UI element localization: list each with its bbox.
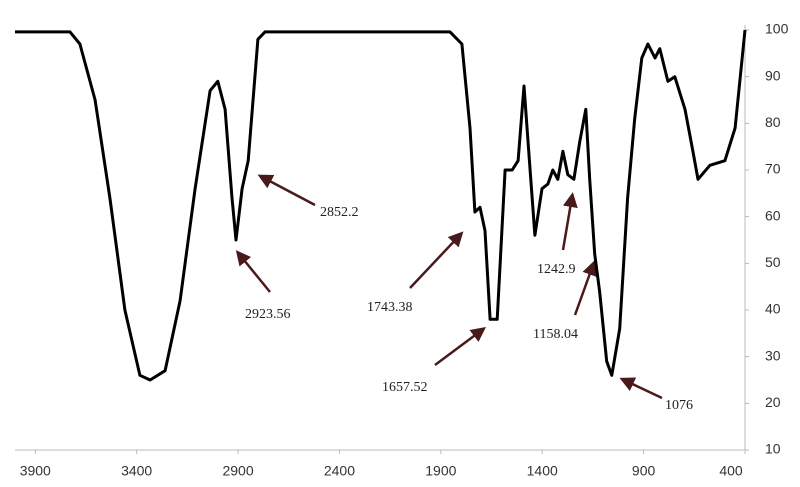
y-tick-label: 60 (765, 207, 781, 223)
arrow (434, 327, 487, 367)
arrow (409, 231, 464, 289)
x-tick-label: 400 (719, 463, 743, 479)
y-tick-label: 90 (765, 67, 781, 83)
spectrum-line (15, 29, 747, 382)
annotation: 2852.2 (320, 205, 359, 220)
arrow (619, 377, 663, 400)
y-tick-label: 70 (765, 161, 781, 177)
annotation: 1657.52 (382, 380, 428, 395)
x-tick-label: 2400 (324, 463, 355, 479)
x-tick-label: 1900 (425, 463, 456, 479)
annotation: 1242.9 (537, 262, 576, 277)
x-tick-label: 900 (632, 463, 656, 479)
y-tick-label: 20 (765, 394, 781, 410)
annotation: 2923.56 (245, 307, 291, 322)
annotation: 1076 (665, 398, 693, 413)
arrow (573, 260, 597, 316)
y-tick-label: 30 (765, 347, 781, 363)
x-tick-label: 2900 (222, 463, 253, 479)
y-tick-label: 40 (765, 301, 781, 317)
y-tick-label: 100 (765, 21, 789, 37)
y-tick-label: 50 (765, 254, 781, 270)
arrow (235, 250, 271, 293)
annotation: 1158.04 (533, 327, 578, 342)
x-tick-label: 3400 (121, 463, 152, 479)
annotation: 1743.38 (367, 300, 413, 315)
x-tick-label: 3900 (20, 463, 51, 479)
x-tick-label: 1400 (527, 463, 558, 479)
arrow (561, 192, 578, 251)
y-tick-label: 80 (765, 114, 781, 130)
y-tick-label: 10 (765, 441, 781, 457)
arrow (257, 174, 316, 207)
